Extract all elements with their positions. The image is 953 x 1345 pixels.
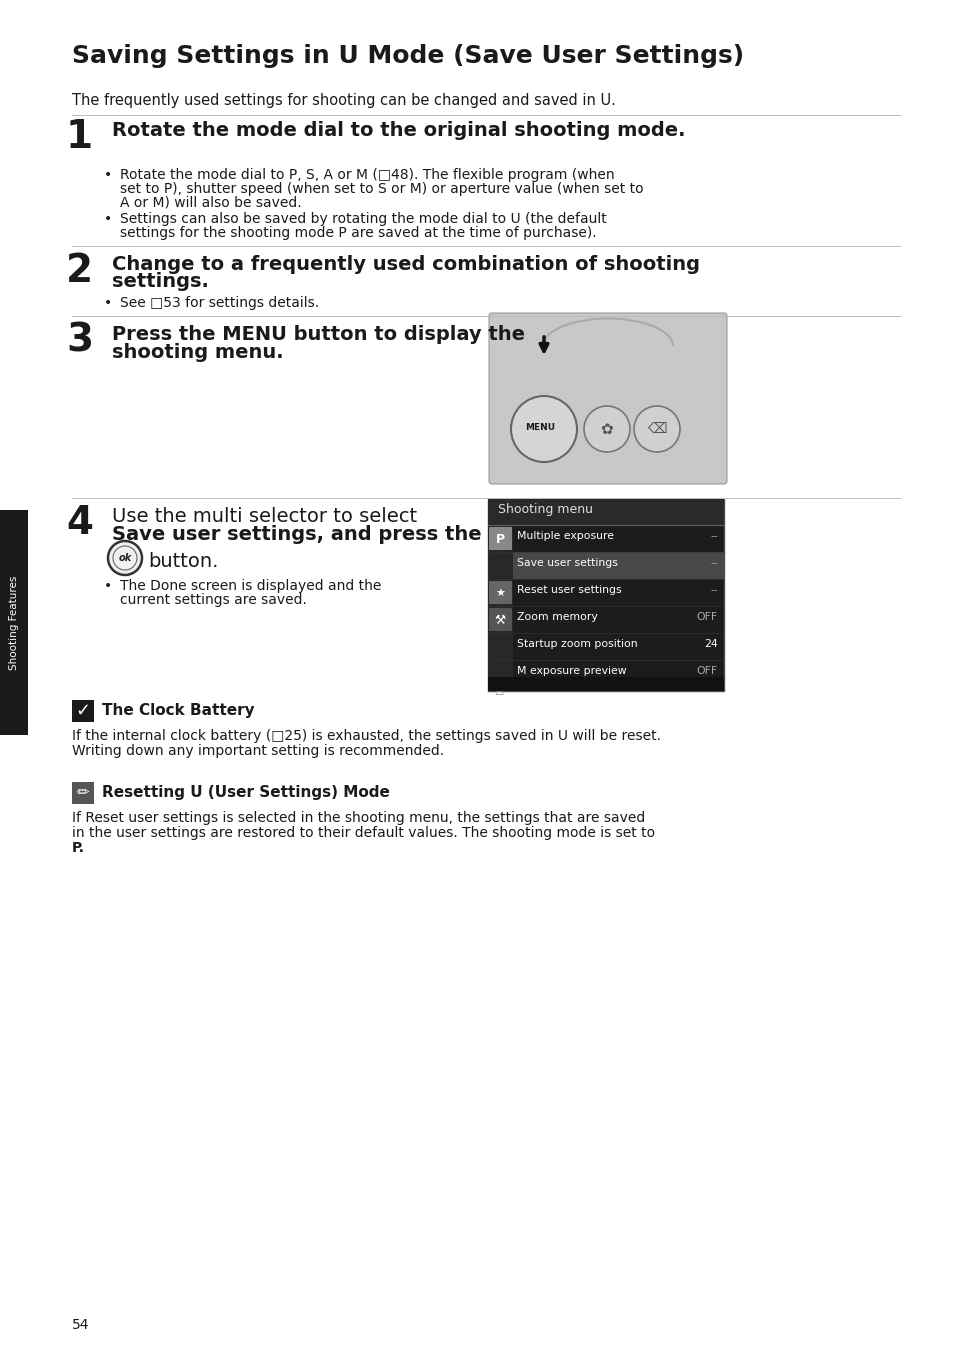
Text: MENU: MENU — [524, 422, 555, 432]
Text: in the user settings are restored to their default values. The shooting mode is : in the user settings are restored to the… — [71, 826, 655, 841]
Bar — [488, 499, 723, 525]
FancyBboxPatch shape — [489, 581, 512, 604]
Text: Change to a frequently used combination of shooting: Change to a frequently used combination … — [112, 256, 700, 274]
Text: If Reset user settings is selected in the shooting menu, the settings that are s: If Reset user settings is selected in th… — [71, 811, 644, 824]
Text: Resetting U (User Settings) Mode: Resetting U (User Settings) Mode — [102, 785, 390, 800]
Text: 24: 24 — [703, 639, 718, 650]
Text: 2: 2 — [66, 252, 93, 291]
Text: Startup zoom position: Startup zoom position — [517, 639, 637, 650]
Text: OFF: OFF — [696, 612, 718, 621]
Text: ✏: ✏ — [76, 785, 90, 800]
Text: --: -- — [709, 558, 718, 568]
Bar — [488, 633, 513, 660]
Text: Press the MENU button to display the: Press the MENU button to display the — [112, 325, 524, 344]
Text: ok: ok — [118, 553, 132, 564]
Text: Shooting Features: Shooting Features — [9, 576, 19, 670]
Text: M exposure preview: M exposure preview — [517, 666, 626, 677]
FancyBboxPatch shape — [489, 608, 512, 631]
Text: ▭: ▭ — [494, 689, 503, 698]
Text: Zoom memory: Zoom memory — [517, 612, 598, 621]
Text: Writing down any important setting is recommended.: Writing down any important setting is re… — [71, 744, 444, 759]
FancyBboxPatch shape — [489, 527, 512, 550]
Text: See □53 for settings details.: See □53 for settings details. — [120, 296, 319, 309]
Text: ⌫: ⌫ — [646, 422, 666, 436]
Text: Rotate the mode dial to the original shooting mode.: Rotate the mode dial to the original sho… — [112, 121, 685, 140]
Bar — [513, 551, 723, 578]
Text: button.: button. — [148, 551, 218, 572]
Text: 4: 4 — [66, 504, 92, 542]
FancyBboxPatch shape — [489, 313, 726, 484]
Text: P.: P. — [71, 841, 85, 855]
Bar — [71, 699, 94, 722]
Text: OFF: OFF — [696, 666, 718, 677]
Text: If the internal clock battery (□25) is exhausted, the settings saved in U will b: If the internal clock battery (□25) is e… — [71, 729, 660, 742]
Text: Rotate the mode dial to P, S, A or M (□48). The flexible program (when: Rotate the mode dial to P, S, A or M (□4… — [120, 168, 614, 182]
Bar — [488, 551, 513, 578]
Text: Saving Settings in U Mode (Save User Settings): Saving Settings in U Mode (Save User Set… — [71, 44, 743, 69]
Text: •: • — [104, 168, 112, 182]
Text: set to P), shutter speed (when set to S or M) or aperture value (when set to: set to P), shutter speed (when set to S … — [120, 182, 643, 196]
Text: 1: 1 — [66, 118, 93, 156]
Bar — [488, 499, 723, 691]
Text: •: • — [104, 578, 112, 593]
Circle shape — [583, 406, 629, 452]
Bar — [488, 578, 513, 607]
Text: 3: 3 — [66, 321, 93, 360]
Text: Reset user settings: Reset user settings — [517, 585, 621, 594]
Text: shooting menu.: shooting menu. — [112, 343, 283, 362]
Text: settings.: settings. — [112, 272, 209, 291]
Circle shape — [108, 541, 142, 576]
Text: The Done screen is displayed and the: The Done screen is displayed and the — [120, 578, 381, 593]
Bar — [488, 660, 513, 687]
Text: ✓: ✓ — [75, 702, 91, 720]
Text: The frequently used settings for shooting can be changed and saved in U.: The frequently used settings for shootin… — [71, 93, 616, 108]
Text: --: -- — [709, 585, 718, 594]
Text: current settings are saved.: current settings are saved. — [120, 593, 307, 607]
Text: •: • — [104, 213, 112, 226]
Text: ⚒: ⚒ — [494, 615, 505, 627]
Text: --: -- — [709, 531, 718, 541]
Circle shape — [634, 406, 679, 452]
Text: settings for the shooting mode P are saved at the time of purchase).: settings for the shooting mode P are sav… — [120, 226, 596, 239]
Text: ★: ★ — [495, 589, 504, 599]
Text: P: P — [495, 533, 504, 546]
Text: The Clock Battery: The Clock Battery — [102, 703, 254, 718]
Text: Shooting menu: Shooting menu — [497, 503, 593, 516]
Circle shape — [511, 395, 577, 461]
Text: 54: 54 — [71, 1318, 90, 1332]
Text: Settings can also be saved by rotating the mode dial to U (the default: Settings can also be saved by rotating t… — [120, 213, 606, 226]
Text: Save user settings, and press the: Save user settings, and press the — [112, 525, 481, 543]
Text: A or M) will also be saved.: A or M) will also be saved. — [120, 196, 301, 210]
Text: •: • — [104, 296, 112, 309]
Bar — [488, 677, 723, 691]
Bar — [488, 607, 513, 633]
Text: ✿: ✿ — [600, 421, 613, 437]
Text: Multiple exposure: Multiple exposure — [517, 531, 614, 541]
Bar — [71, 781, 94, 804]
Bar — [0, 510, 28, 734]
Text: Save user settings: Save user settings — [517, 558, 618, 568]
Bar — [488, 525, 513, 551]
Text: Use the multi selector to select: Use the multi selector to select — [112, 507, 416, 526]
